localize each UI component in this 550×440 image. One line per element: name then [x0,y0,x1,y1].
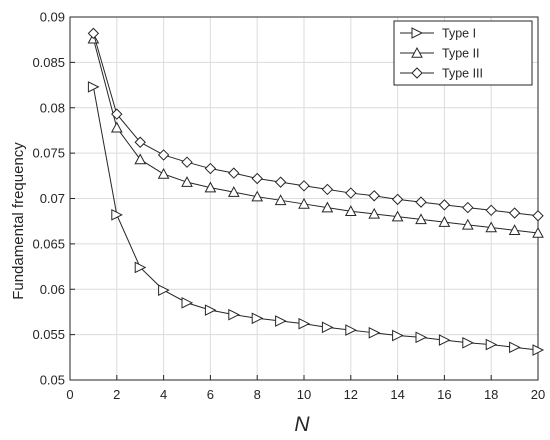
y-tick-label: 0.08 [40,100,65,115]
series-type-ii [87,32,544,238]
data-point-type-i [509,341,521,354]
legend-marker-type-ii [411,46,423,58]
x-tick-label: 2 [113,387,120,402]
x-tick-label: 10 [297,387,311,402]
data-point-type-iii [508,207,521,219]
data-point-type-i [345,324,357,336]
x-tick-label: 8 [254,387,261,402]
y-tick-label: 0.075 [32,146,65,161]
data-point-type-i [368,327,381,339]
data-point-type-iii [228,167,240,179]
data-point-type-ii [298,197,310,209]
data-point-type-iii [157,149,170,161]
data-point-type-i [392,329,404,342]
y-tick-label: 0.07 [40,191,65,206]
legend: Type I Type II Type III [393,20,533,86]
data-point-type-i [438,334,451,346]
data-point-type-i [111,209,123,221]
data-point-type-ii [461,218,474,230]
x-tick-label: 18 [484,387,498,402]
series-line-type-i [92,86,539,351]
data-point-type-ii [508,224,521,236]
data-point-type-iii [251,172,263,185]
y-tick-label: 0.06 [40,282,65,297]
data-point-type-i [87,81,100,93]
data-point-type-ii [157,167,170,179]
data-point-type-ii [227,186,240,197]
series-type-iii [87,27,544,222]
data-point-type-ii [391,210,404,222]
x-tick-label: 4 [160,387,167,402]
data-point-type-ii [368,207,381,219]
data-point-type-iii [485,204,497,217]
data-point-type-i [251,312,264,325]
data-point-type-i [158,284,170,296]
x-tick-label: 14 [390,387,404,402]
data-point-type-iii [345,187,357,199]
data-point-type-ii [415,213,427,225]
x-tick-label: 0 [66,387,73,402]
data-point-type-iii [274,176,287,188]
data-point-type-iii [391,193,404,206]
data-point-type-iii [181,156,193,168]
series-type-i [87,81,545,356]
data-point-type-i [462,336,474,349]
data-point-type-ii [321,201,334,213]
data-point-type-iii [462,201,474,214]
data-point-type-i [204,304,217,316]
legend-marker-type-iii [411,67,423,79]
data-point-type-iii [532,210,544,222]
x-tick-label: 20 [531,387,545,402]
legend-marker-type-i [411,27,424,39]
data-point-type-iii [298,180,310,192]
data-point-type-i [321,321,334,334]
data-point-type-iii [321,183,334,196]
data-point-type-ii [438,216,451,227]
data-point-type-ii [110,121,123,133]
x-tick-label: 6 [207,387,214,402]
y-tick-label: 0.085 [32,55,65,70]
x-axis-label: N [294,413,310,436]
data-point-type-i [298,317,311,330]
data-point-type-iii [111,108,123,120]
data-point-type-ii [134,153,147,165]
data-point-type-i [485,338,498,351]
data-point-type-iii [368,190,380,202]
series-group [87,27,545,356]
y-axis-label: Fundamental frequency [10,142,27,300]
data-point-type-ii [274,194,287,206]
data-point-type-i [415,331,428,344]
data-point-type-iii [415,196,427,208]
axis-ticks: 0 2 4 6 8 10 12 14 16 18 20 0.05 0.055 0.06 0.065 0.07 0… [32,10,545,403]
legend-label-type-i: Type I [442,27,476,41]
data-point-type-ii [251,190,264,202]
data-point-type-iii [204,162,217,175]
y-tick-label: 0.065 [32,236,65,251]
y-tick-label: 0.05 [40,373,65,388]
data-point-type-iii [134,136,146,148]
data-point-type-iii [438,199,451,211]
x-tick-label: 12 [344,387,358,402]
data-point-type-ii [532,226,544,238]
data-point-type-iii [87,27,100,40]
data-point-type-i [275,315,287,327]
data-point-type-ii [204,181,217,193]
data-point-type-ii [344,205,357,216]
data-point-type-i [181,297,194,309]
data-point-type-ii [485,221,498,233]
legend-label-type-iii: Type III [442,67,483,81]
legend-label-type-ii: Type II [442,47,480,61]
data-point-type-i [228,308,240,321]
y-tick-label: 0.055 [32,327,65,342]
data-point-type-i [134,261,147,274]
data-point-type-ii [181,176,193,187]
data-point-type-i [532,344,545,356]
y-tick-label: 0.09 [40,10,65,25]
x-tick-label: 16 [437,387,451,402]
